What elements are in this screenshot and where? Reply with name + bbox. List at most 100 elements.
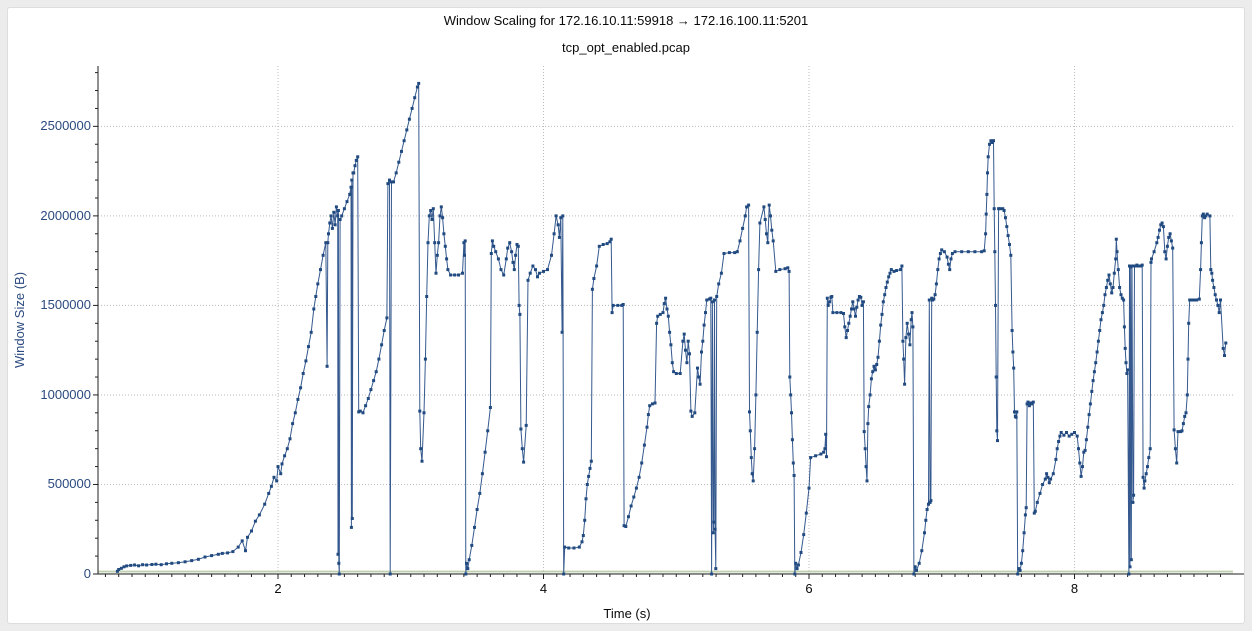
data-point — [1033, 509, 1037, 513]
data-point — [385, 316, 389, 320]
data-point — [1123, 346, 1127, 350]
data-point — [1010, 329, 1014, 332]
data-point — [700, 350, 703, 354]
data-point — [995, 429, 999, 433]
data-point — [854, 314, 857, 318]
data-point — [449, 273, 453, 277]
data-point — [993, 250, 997, 254]
data-point — [269, 484, 273, 488]
data-point — [563, 545, 567, 549]
data-point — [1122, 298, 1126, 302]
y-tick-label: 2500000 — [40, 118, 91, 134]
data-point — [656, 314, 660, 318]
data-point — [685, 361, 689, 365]
data-point — [357, 410, 361, 414]
data-point — [1065, 431, 1068, 434]
data-point — [887, 275, 891, 279]
data-point — [349, 525, 353, 529]
data-point — [727, 251, 731, 255]
data-point — [634, 486, 638, 490]
plot-area[interactable] — [8, 8, 1246, 625]
data-point — [1018, 568, 1022, 572]
data-point — [1200, 214, 1204, 218]
data-point — [862, 430, 866, 434]
data-point — [1212, 286, 1216, 289]
data-point — [478, 491, 482, 495]
data-point — [863, 447, 867, 451]
data-point — [809, 456, 813, 460]
data-point — [418, 409, 422, 413]
data-point — [1022, 531, 1026, 535]
data-point — [789, 393, 793, 397]
data-point — [583, 518, 587, 522]
data-point — [512, 268, 516, 272]
data-point — [464, 572, 468, 576]
data-point — [332, 210, 336, 214]
data-point — [276, 465, 280, 469]
data-point — [902, 357, 906, 361]
data-point — [629, 504, 633, 508]
data-point — [637, 475, 641, 479]
data-point — [1147, 456, 1151, 460]
data-point — [1116, 268, 1120, 272]
data-point — [713, 527, 717, 531]
data-point — [839, 311, 843, 315]
data-point — [296, 397, 300, 401]
data-point — [807, 486, 811, 490]
data-point — [804, 511, 808, 515]
data-point — [747, 203, 751, 207]
data-point — [397, 160, 401, 164]
data-point — [446, 268, 450, 272]
data-point — [333, 223, 337, 227]
data-point — [992, 207, 996, 211]
data-point — [415, 85, 419, 89]
data-point — [1026, 400, 1030, 404]
data-point — [879, 323, 883, 327]
data-point — [326, 241, 330, 245]
data-point — [392, 180, 395, 184]
data-point — [190, 559, 194, 563]
data-point — [917, 561, 921, 565]
data-point — [1187, 321, 1191, 325]
data-point — [338, 218, 342, 221]
data-point — [990, 141, 994, 144]
data-point — [814, 454, 818, 458]
data-point — [933, 293, 937, 297]
data-point — [1058, 434, 1062, 438]
y-tick-label: 1500000 — [40, 297, 91, 313]
data-point — [1027, 404, 1031, 408]
data-point — [846, 329, 849, 332]
data-point — [774, 269, 778, 273]
data-point — [1185, 393, 1189, 397]
data-point — [129, 563, 133, 567]
data-point — [325, 364, 329, 368]
data-point — [1043, 477, 1047, 481]
data-point — [689, 409, 693, 413]
data-point — [1077, 447, 1080, 451]
data-point — [1224, 341, 1228, 345]
data-point — [1161, 225, 1165, 229]
data-point — [435, 253, 439, 257]
x-tick-label: 6 — [805, 581, 813, 596]
data-point — [910, 311, 914, 315]
data-point — [1216, 303, 1220, 307]
data-point — [1015, 410, 1019, 414]
data-point — [1096, 339, 1100, 343]
data-point — [1155, 241, 1159, 245]
data-point — [203, 555, 207, 559]
data-point — [678, 372, 682, 375]
data-point — [788, 375, 792, 379]
data-point — [682, 332, 686, 336]
data-point — [895, 269, 899, 272]
data-point — [1055, 447, 1059, 451]
data-point — [1023, 513, 1027, 517]
data-point — [340, 214, 344, 218]
data-point — [693, 411, 697, 415]
y-axis-title: Window Size (B) — [12, 271, 27, 369]
data-point — [1195, 298, 1199, 302]
data-point — [267, 491, 271, 495]
data-point — [494, 250, 498, 254]
data-point — [337, 561, 341, 565]
data-point — [1219, 298, 1222, 302]
data-point — [1086, 425, 1090, 429]
